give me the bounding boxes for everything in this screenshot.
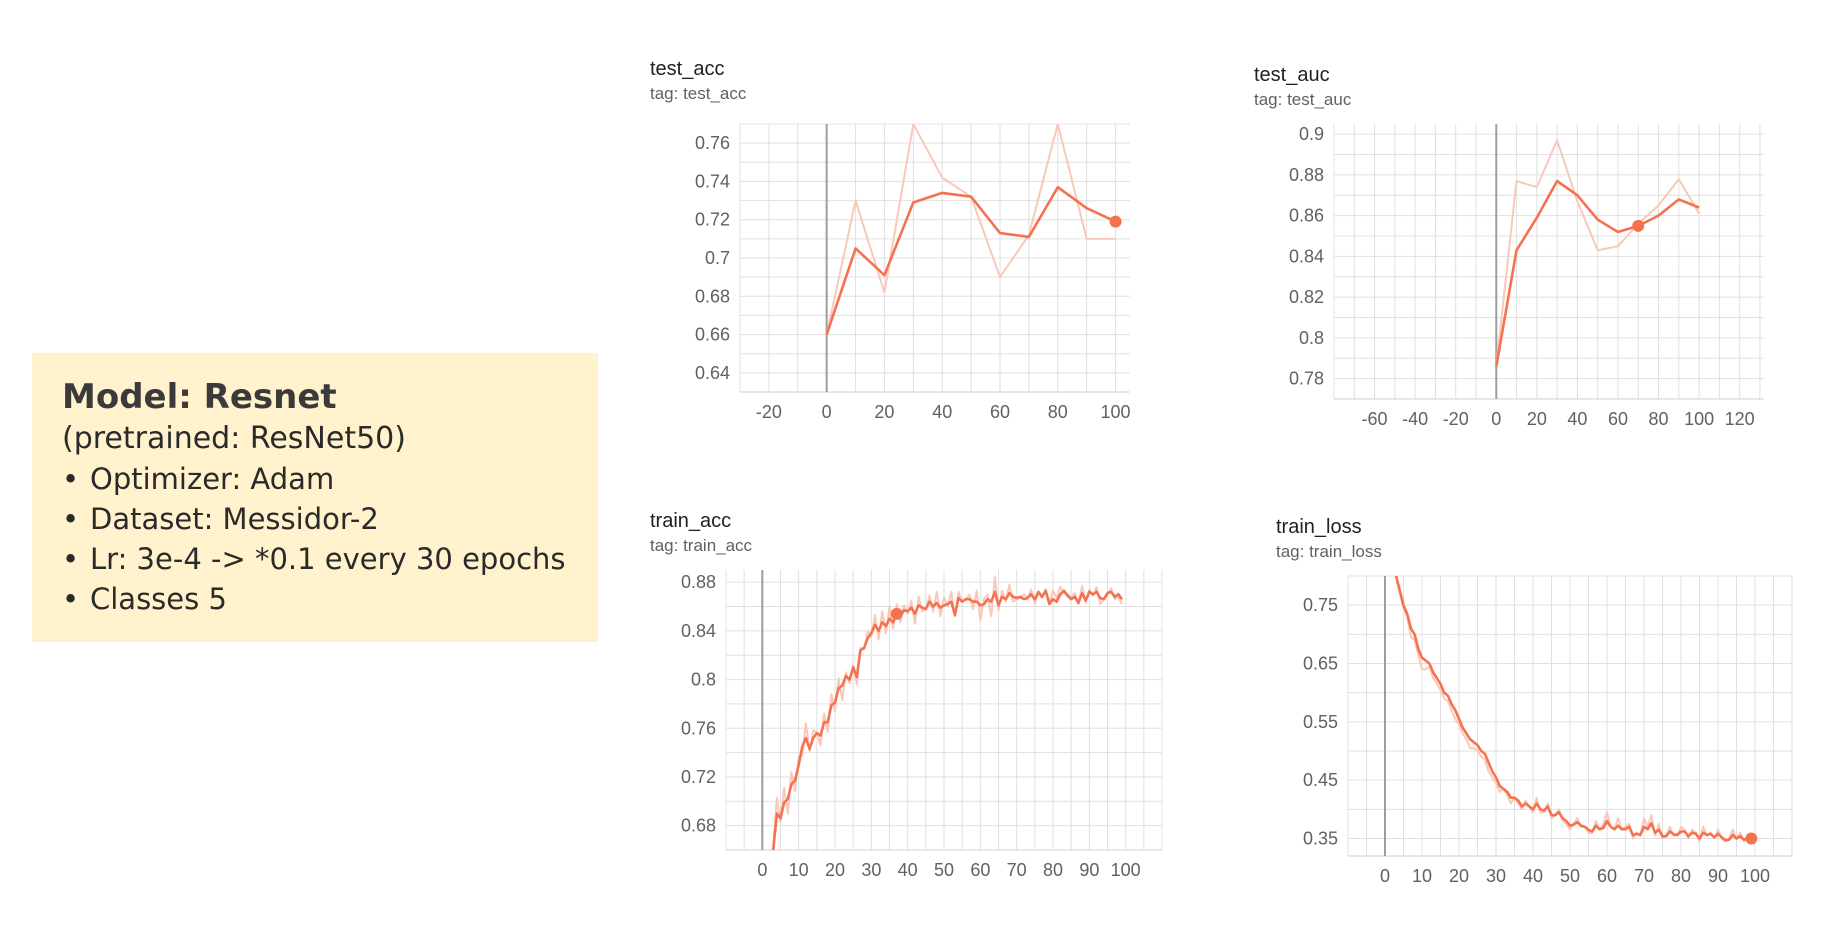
smoothed-series-line <box>825 185 1117 336</box>
y-tick-label: 0.82 <box>1289 287 1324 307</box>
x-tick-label: 40 <box>1567 409 1587 429</box>
x-tick-label: 50 <box>934 860 954 880</box>
smoothed-series-line <box>1394 576 1752 842</box>
x-tick-label: 60 <box>1608 409 1628 429</box>
x-tick-label: 30 <box>1486 866 1506 886</box>
raw-series-line <box>1495 139 1700 367</box>
x-tick-label: 30 <box>861 860 881 880</box>
train-acc-chart: 0.68 0.72 0.76 0.8 0.84 0.88 0 10 20 30 40 50 60 70 80… <box>681 570 1163 880</box>
x-tick-label: 100 <box>1101 402 1131 422</box>
chart-tag: tag: train_loss <box>1276 542 1382 561</box>
y-tick-label: 0.88 <box>1289 165 1324 185</box>
model-details-list: Optimizer: Adam Dataset: Messidor-2 Lr: … <box>62 459 568 619</box>
y-tick-label: 0.76 <box>681 718 716 738</box>
y-tick-label: 0.8 <box>691 670 716 690</box>
y-tick-label: 0.66 <box>695 325 730 345</box>
x-tick-label: 80 <box>1671 866 1691 886</box>
highlight-point <box>890 607 903 620</box>
x-tick-label: -40 <box>1402 409 1428 429</box>
x-tick-label: 100 <box>1111 860 1141 880</box>
x-tick-label: 40 <box>932 402 952 422</box>
x-tick-label: 70 <box>1634 866 1654 886</box>
y-tick-label: 0.35 <box>1303 829 1338 849</box>
y-tick-label: 0.86 <box>1289 206 1324 226</box>
optimizer-item: Optimizer: Adam <box>62 459 568 499</box>
x-tick-label: 20 <box>874 402 894 422</box>
x-tick-label: 0 <box>822 402 832 422</box>
chart-title: test_acc <box>650 58 725 80</box>
y-tick-label: 0.68 <box>695 286 730 306</box>
y-tick-label: 0.78 <box>1289 369 1324 389</box>
x-tick-label: 80 <box>1043 860 1063 880</box>
y-tick-label: 0.84 <box>681 621 716 641</box>
x-tick-label: -20 <box>756 402 782 422</box>
y-tick-label: 0.64 <box>695 363 730 383</box>
highlight-point <box>1109 215 1122 228</box>
chart-title: test_auc <box>1254 64 1330 86</box>
train-loss-chart: 0.35 0.45 0.55 0.65 0.75 0 10 20 30 40 50 60 70 80 90 1… <box>1303 575 1793 886</box>
y-tick-label: 0.76 <box>695 133 730 153</box>
x-tick-label: -60 <box>1362 409 1388 429</box>
y-tick-label: 0.72 <box>695 210 730 230</box>
y-tick-label: 0.72 <box>681 767 716 787</box>
chart-title: train_acc <box>650 510 732 532</box>
y-tick-label: 0.55 <box>1303 712 1338 732</box>
x-tick-label: 0 <box>1491 409 1501 429</box>
model-subtitle: (pretrained: ResNet50) <box>62 421 406 456</box>
x-tick-label: 60 <box>990 402 1010 422</box>
x-tick-label: 70 <box>1007 860 1027 880</box>
dataset-item: Dataset: Messidor-2 <box>62 499 568 539</box>
y-tick-label: 0.68 <box>681 816 716 836</box>
lr-item: Lr: 3e-4 -> *0.1 every 30 epochs <box>62 539 568 579</box>
train-acc-panel: train_acc tag: train_acc 0.68 0.72 0.76 0.8… <box>650 510 1190 910</box>
x-tick-label: 20 <box>1527 409 1547 429</box>
x-tick-label: 60 <box>970 860 990 880</box>
test-auc-chart: 0.78 0.8 0.82 0.84 0.86 0.88 0.9 -60 -40 -20 0 20 40… <box>1289 124 1764 429</box>
test-acc-chart: 0.64 0.66 0.68 0.7 0.72 0.74 0.76 -20 0 20 40 60 80 1… <box>695 123 1131 422</box>
x-tick-label: 10 <box>789 860 809 880</box>
x-tick-label: 40 <box>1523 866 1543 886</box>
x-tick-label: 20 <box>1449 866 1469 886</box>
y-tick-label: 0.84 <box>1289 246 1324 266</box>
y-tick-label: 0.65 <box>1303 654 1338 674</box>
x-tick-label: 0 <box>1380 866 1390 886</box>
x-tick-label: 10 <box>1412 866 1432 886</box>
x-tick-label: 80 <box>1649 409 1669 429</box>
chart-title: train_loss <box>1276 516 1362 538</box>
chart-tag: tag: test_acc <box>650 84 747 103</box>
y-tick-label: 0.74 <box>695 171 730 191</box>
x-tick-label: -20 <box>1443 409 1469 429</box>
y-tick-label: 0.9 <box>1299 124 1324 144</box>
chart-tag: tag: test_auc <box>1254 90 1352 109</box>
x-tick-label: 80 <box>1048 402 1068 422</box>
highlight-point <box>1745 832 1758 845</box>
test-acc-panel: test_acc tag: test_acc 0.64 0.66 0.68 0.7 0.… <box>650 58 1190 438</box>
highlight-point <box>1632 219 1645 232</box>
x-tick-label: 120 <box>1725 409 1755 429</box>
model-title: Model: Resnet <box>62 377 337 417</box>
x-tick-label: 100 <box>1684 409 1714 429</box>
x-tick-label: 0 <box>757 860 767 880</box>
chart-tag: tag: train_acc <box>650 536 753 555</box>
smoothed-series-line <box>1495 179 1700 367</box>
raw-series-line <box>772 576 1123 847</box>
x-tick-label: 60 <box>1597 866 1617 886</box>
raw-series-line <box>1395 576 1752 843</box>
x-tick-label: 50 <box>1560 866 1580 886</box>
y-tick-label: 0.8 <box>1299 328 1324 348</box>
y-tick-label: 0.7 <box>705 248 730 268</box>
classes-item: Classes 5 <box>62 579 568 619</box>
x-tick-label: 100 <box>1740 866 1770 886</box>
test-auc-panel: test_auc tag: test_auc 0.78 0.8 0.82 0.84 0.… <box>1254 64 1794 444</box>
x-tick-label: 90 <box>1079 860 1099 880</box>
y-tick-label: 0.45 <box>1303 770 1338 790</box>
y-tick-label: 0.75 <box>1303 595 1338 615</box>
train-loss-panel: train_loss tag: train_loss 0.35 0.45 0.55 0… <box>1276 516 1806 916</box>
model-info-box: Model: Resnet (pretrained: ResNet50) Opt… <box>32 353 598 642</box>
y-tick-label: 0.88 <box>681 572 716 592</box>
x-tick-label: 90 <box>1708 866 1728 886</box>
smoothed-series-line <box>771 589 1124 850</box>
x-tick-label: 40 <box>898 860 918 880</box>
x-tick-label: 20 <box>825 860 845 880</box>
